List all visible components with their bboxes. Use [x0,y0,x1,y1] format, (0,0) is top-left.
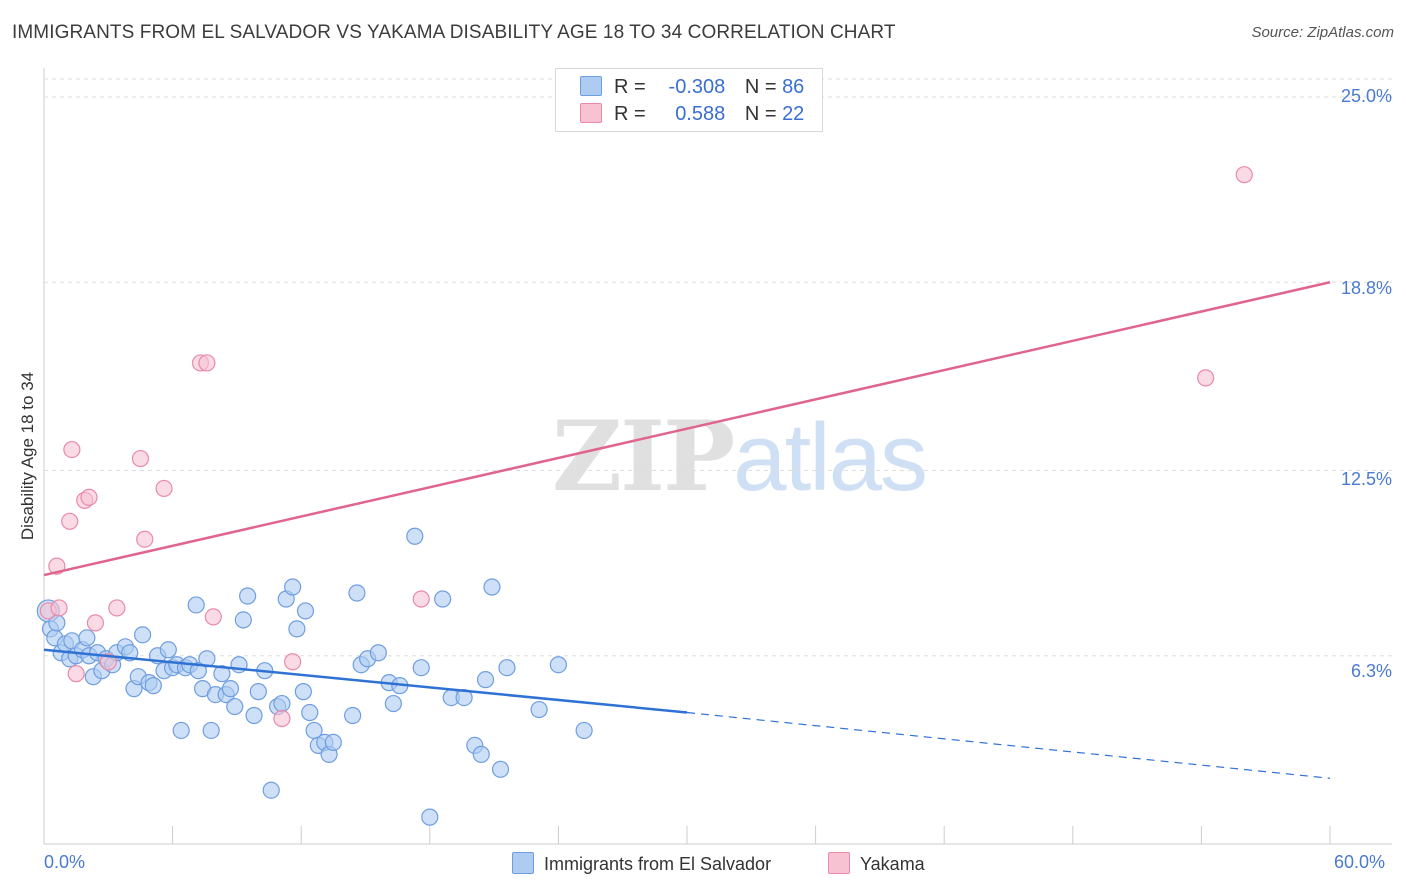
legend-n-value: 86 [782,76,805,98]
legend-n-label: N = [744,76,777,98]
point-el-salvador-53 [294,683,312,701]
y-tick-label-12-5: 12.5% [1340,469,1392,489]
point-el-salvador-59 [324,733,342,752]
legend-r-value: -0.308 [668,76,726,98]
point-el-salvador-43 [239,587,257,605]
point-el-salvador-42 [234,611,252,629]
point-yakama-12 [136,530,154,548]
point-yakama-7 [80,488,98,506]
point-el-salvador-71 [434,590,452,608]
point-el-salvador-64 [369,644,387,662]
legend-swatch-el-salvador [580,76,602,96]
point-el-salvador-45 [249,683,267,701]
point-yakama-16 [204,608,222,626]
point-el-salvador-69 [412,659,430,677]
point-el-salvador-75 [472,745,490,763]
trend-line-el-salvador [43,648,688,714]
legend-n-value: 22 [782,103,805,125]
point-yakama-4 [63,440,81,459]
point-el-salvador-70 [421,808,439,826]
point-yakama-15 [198,354,216,372]
legend-n-label: N = [744,103,777,125]
legend-row-yakama: R = 0.588 N = 22 [580,103,804,126]
legend-r-label: R = [614,103,646,125]
bottom-legend-el-salvador: Immigrants from El Salvador [512,852,771,875]
chart-title: IMMIGRANTS FROM EL SALVADOR VS YAKAMA DI… [12,22,896,43]
point-el-salvador-81 [549,656,568,674]
point-el-salvador-28 [172,721,190,740]
y-tick-label-18-8: 18.8% [1340,278,1392,298]
point-el-salvador-54 [301,703,319,722]
point-el-salvador-82 [575,721,593,740]
point-el-salvador-60 [344,706,362,725]
point-el-salvador-31 [187,596,205,614]
bottom-legend-swatch-yakama [828,852,850,874]
legend-r-label: R = [614,76,646,98]
source-label: Source: ZipAtlas.com [1251,24,1394,41]
point-el-salvador-25 [159,641,177,659]
point-el-salvador-52 [288,620,306,638]
legend-swatch-yakama [580,103,602,123]
point-yakama-19 [412,590,430,608]
trend-line-yakama [43,281,1331,577]
legend-r-value: 0.588 [675,103,726,125]
point-el-salvador-79 [498,659,516,677]
point-el-salvador-39 [221,680,240,698]
point-el-salvador-20 [133,626,152,644]
point-el-salvador-68 [406,527,424,545]
point-yakama-17 [273,709,291,728]
point-el-salvador-80 [530,700,548,719]
watermark-zip: ZIP [552,400,735,513]
point-el-salvador-66 [384,694,402,713]
point-yakama-21 [1235,166,1253,184]
x-tick-label-max: 60.0% [1334,852,1386,872]
point-el-salvador-83 [296,602,315,620]
correlation-legend: R = -0.308 N = 86 R = 0.588 N = 22 [555,68,823,132]
point-yakama-18 [284,653,302,671]
point-el-salvador-37 [213,665,231,683]
point-el-salvador-77 [483,578,501,596]
point-el-salvador-44 [245,706,263,725]
point-yakama-3 [61,512,79,530]
watermark-atlas: atlas [733,404,928,511]
point-el-salvador-35 [202,721,220,740]
point-el-salvador-32 [189,662,207,680]
bottom-legend-label-yakama: Yakama [860,854,925,874]
point-el-salvador-47 [262,781,280,799]
point-el-salvador-61 [348,584,366,602]
legend-row-el-salvador: R = -0.308 N = 86 [580,76,804,99]
point-el-salvador-22 [144,677,162,695]
point-el-salvador-76 [476,671,495,689]
bottom-legend-yakama: Yakama [828,852,925,875]
bottom-legend-swatch-el-salvador [512,852,534,874]
y-tick-label-25: 25.0% [1340,86,1392,106]
point-el-salvador-78 [491,760,510,778]
point-yakama-20 [1197,369,1215,387]
point-yakama-13 [155,479,173,498]
point-yakama-11 [131,449,150,468]
point-yakama-2 [50,599,68,617]
point-yakama-5 [67,665,85,683]
watermark: ZIPatlas [552,400,928,513]
point-yakama-9 [99,653,117,671]
x-tick-label-min: 0.0% [44,852,86,872]
y-tick-label-6-3: 6.3% [1350,661,1392,681]
point-yakama-8 [86,614,105,632]
point-el-salvador-84 [78,629,96,647]
bottom-legend-label-el-salvador: Immigrants from El Salvador [544,854,772,874]
point-el-salvador-51 [284,578,302,596]
point-yakama-10 [108,599,126,617]
y-axis-title: Disability Age 18 to 34 [18,371,37,541]
point-el-salvador-49 [273,694,291,713]
point-el-salvador-40 [226,697,244,716]
trend-line-el-salvador-extension [686,711,1331,779]
